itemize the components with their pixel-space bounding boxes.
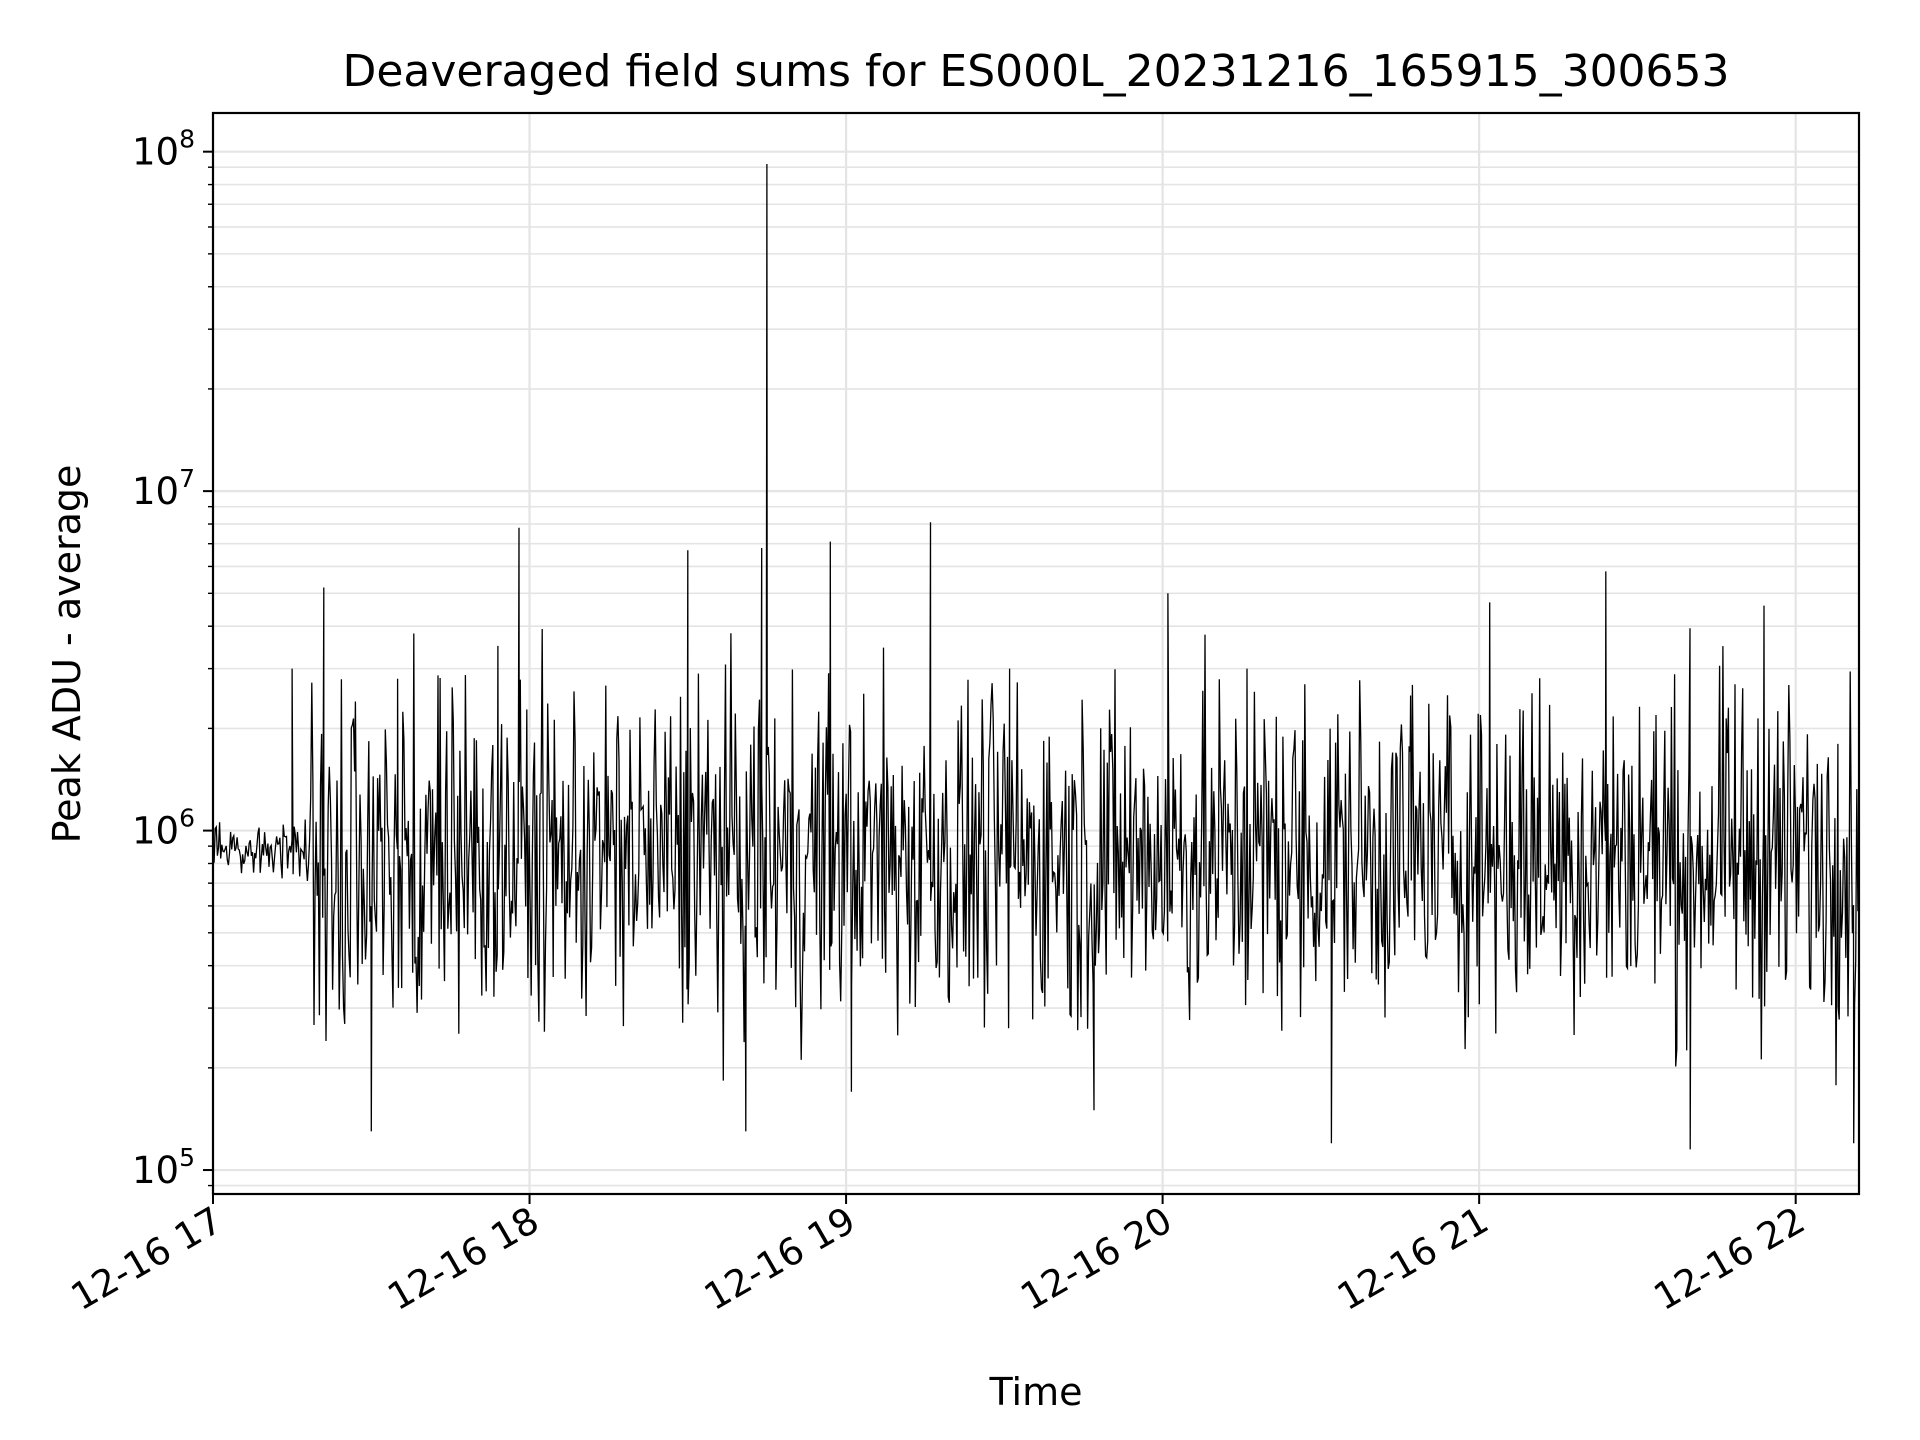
x-axis-ticks: 12-16 17 12-16 18 12-16 19 12-16 20 12-16 21…: [64, 1194, 1812, 1319]
plot-frame: [211, 111, 1861, 1196]
x-tick-label: 12-16 19: [697, 1199, 863, 1319]
y-axis-label: Peak ADU - average: [45, 465, 89, 844]
x-tick-label: 12-16 22: [1647, 1199, 1813, 1319]
horizontal-grid: [213, 150, 1859, 1187]
y-tick-label: 107: [132, 464, 195, 513]
plot-area: [213, 113, 1859, 1194]
series-group: [212, 163, 1860, 1150]
x-tick-label: 12-16 20: [1014, 1199, 1180, 1319]
x-tick-label: 12-16 18: [380, 1199, 546, 1319]
chart-title: Deaveraged field sums for ES000L_2023121…: [342, 46, 1729, 97]
x-tick-label: 12-16 21: [1330, 1199, 1496, 1319]
y-tick-label: 108: [132, 125, 195, 174]
x-axis-label: Time: [989, 1370, 1083, 1414]
y-axis-ticks: 105 106 107 108: [132, 125, 213, 1192]
y-tick-label: 106: [132, 804, 195, 853]
series-line: [212, 163, 1860, 1150]
x-tick-label: 12-16 17: [64, 1199, 230, 1319]
y-tick-label: 105: [132, 1143, 195, 1192]
